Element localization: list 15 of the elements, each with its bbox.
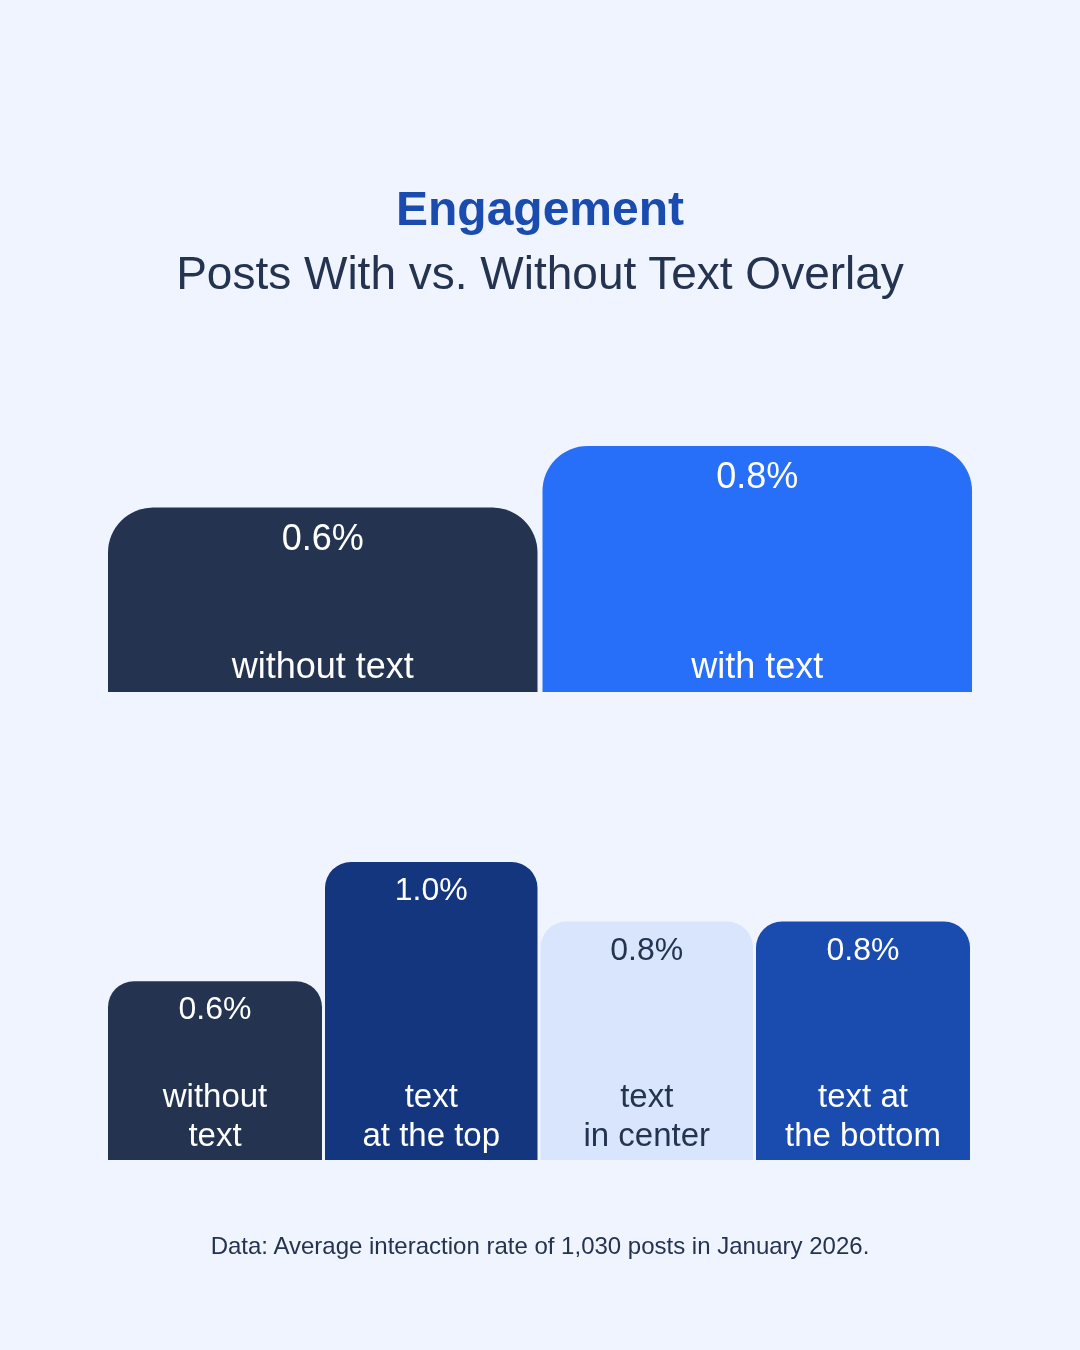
data-label: 0.6% (178, 990, 252, 1027)
x-tick-label: without text (230, 645, 414, 686)
chart-subtitle: Posts With vs. Without Text Overlay (176, 247, 904, 299)
data-label: 0.8% (716, 455, 799, 496)
text: Data: Average interaction rate of 1,030 posts in January 2026. (210, 1232, 870, 1259)
data-label: 1.0% (394, 871, 468, 907)
x-tick-label: with text (690, 645, 824, 686)
chart-title: Engagement (395, 182, 685, 235)
data-label: 0.8% (610, 930, 684, 967)
x-tick-label: text at the top (362, 1077, 501, 1153)
x-tick-label: without text (161, 1077, 268, 1153)
x-tick-label: text at the bottom (785, 1077, 941, 1153)
data-label: 0.6% (281, 516, 364, 558)
x-tick-label: text in center (583, 1077, 711, 1153)
data-label: 0.8% (826, 930, 900, 967)
